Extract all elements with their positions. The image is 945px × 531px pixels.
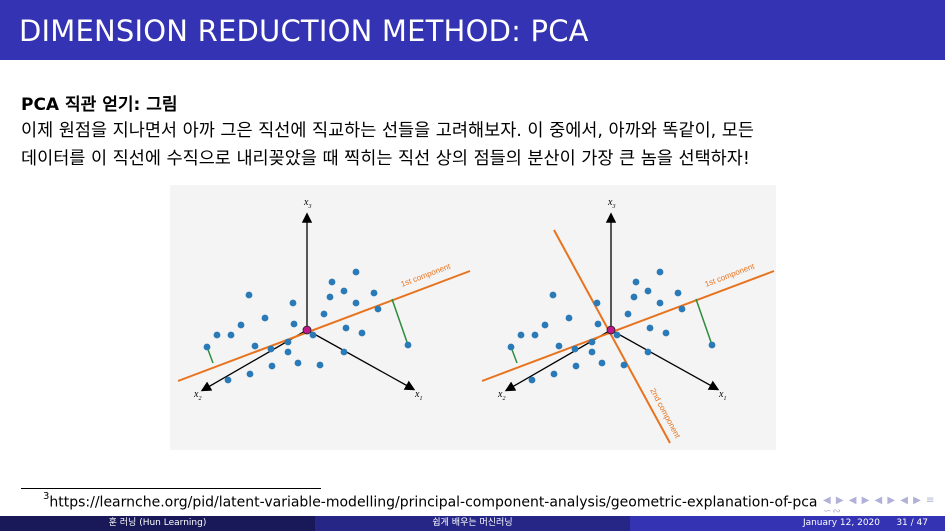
footer-date: January 12, 2020 xyxy=(802,518,880,528)
body-line-2: 데이터를 이 직선에 수직으로 내리꽂았을 때 찍히는 직선 상의 점들의 분산… xyxy=(21,149,750,169)
title-bar: DIMENSION REDUCTION METHOD: PCA xyxy=(0,0,945,60)
slide-title: DIMENSION REDUCTION METHOD: PCA xyxy=(19,14,589,48)
x3-label: x3 xyxy=(303,197,311,210)
body-line-1: 이제 원점을 지나면서 아까 그은 직선에 직교하는 선들을 고려해보자. 이 … xyxy=(21,121,755,141)
origin-point xyxy=(606,325,616,335)
footer-author: 훈 러닝 (Hun Learning) xyxy=(0,516,315,531)
pca-figure: 1st component x3 x1 x2 xyxy=(170,185,776,450)
beamer-nav-icons[interactable]: ◀ ▶ ◀ ▶ ◀ ▶ ◀ ▶ ≡ ∽∾ xyxy=(823,495,936,517)
footnote: 3https://learnche.org/pid/latent-variabl… xyxy=(43,491,818,511)
x1-axis xyxy=(610,329,720,391)
pca-diagram: 1st component x3 x1 x2 xyxy=(177,197,775,444)
x1-label: x1 xyxy=(414,389,422,402)
first-component-line xyxy=(177,270,471,382)
projection-line xyxy=(391,298,409,346)
body-text: 이제 원점을 지나면서 아까 그은 직선에 직교하는 선들을 고려해보자. 이 … xyxy=(21,117,926,173)
x1-axis xyxy=(306,329,416,391)
x3-label: x3 xyxy=(607,197,615,210)
x1-label: x1 xyxy=(718,389,726,402)
page-number: 31 / 47 xyxy=(896,518,928,528)
origin-point xyxy=(302,325,312,335)
footnote-rule xyxy=(21,488,321,489)
footnote-marker: 3 xyxy=(43,491,50,502)
x2-label: x2 xyxy=(497,389,505,402)
data-points xyxy=(507,268,716,384)
left-panel: 1st component x3 x1 x2 xyxy=(177,197,471,402)
first-component-line xyxy=(481,270,775,382)
second-component-line xyxy=(553,229,671,444)
x2-label: x2 xyxy=(193,389,201,402)
projection-line xyxy=(695,298,713,346)
first-component-label: 1st component xyxy=(399,261,452,288)
footer-bar: 훈 러닝 (Hun Learning) 쉽게 배우는 머신러닝 January … xyxy=(0,516,945,531)
footer-meta: January 12, 2020 31 / 47 xyxy=(630,516,945,531)
footnote-link[interactable]: https://learnche.org/pid/latent-variable… xyxy=(49,494,818,511)
right-panel: 1st component 2nd component x3 x1 x2 xyxy=(481,197,775,444)
footer-course: 쉽게 배우는 머신러닝 xyxy=(315,516,630,531)
block-title: PCA 직관 얻기: 그림 xyxy=(21,95,178,115)
data-points xyxy=(203,268,412,384)
first-component-label: 1st component xyxy=(703,261,756,288)
